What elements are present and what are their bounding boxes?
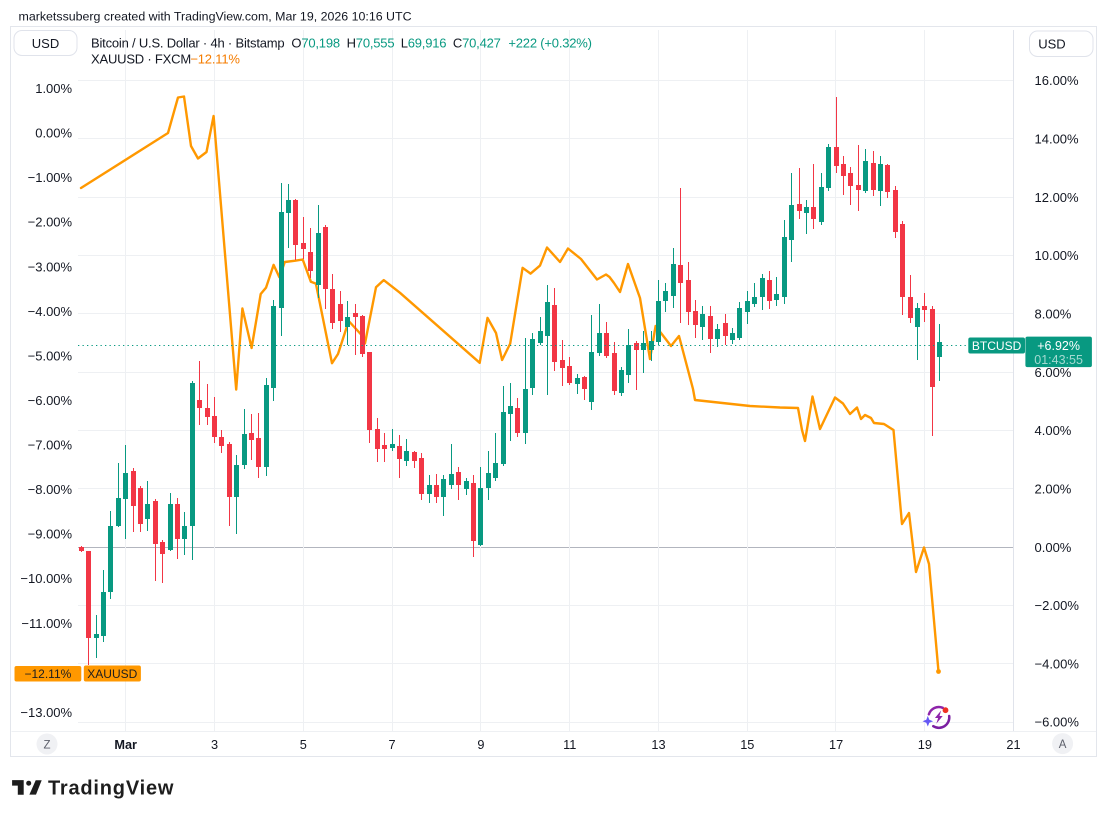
svg-text:−4.00%: −4.00% — [28, 304, 73, 319]
svg-text:−2.00%: −2.00% — [1035, 598, 1080, 613]
svg-text:2.00%: 2.00% — [1035, 481, 1072, 496]
svg-text:O70,198: O70,198 — [291, 35, 339, 50]
svg-text:BTCUSD: BTCUSD — [972, 339, 1022, 353]
svg-text:−12.11%: −12.11% — [190, 51, 240, 66]
svg-text:16.00%: 16.00% — [1035, 73, 1080, 88]
svg-text:USD: USD — [32, 36, 59, 51]
svg-text:XAUUSD: XAUUSD — [87, 667, 137, 681]
svg-text:−2.00%: −2.00% — [28, 215, 73, 230]
svg-text:4.00%: 4.00% — [1035, 423, 1072, 438]
svg-text:0.00%: 0.00% — [1035, 540, 1072, 555]
svg-text:Mar: Mar — [114, 737, 137, 752]
svg-text:0.00%: 0.00% — [35, 126, 72, 141]
svg-text:−13.00%: −13.00% — [20, 705, 72, 720]
svg-text:−5.00%: −5.00% — [28, 348, 73, 363]
svg-text:Z: Z — [43, 739, 50, 751]
svg-text:A: A — [1059, 739, 1067, 751]
svg-text:3: 3 — [211, 737, 218, 752]
svg-text:5: 5 — [300, 737, 307, 752]
svg-text:−1.00%: −1.00% — [28, 170, 73, 185]
svg-text:15: 15 — [740, 737, 754, 752]
svg-text:H70,555: H70,555 — [347, 35, 395, 50]
svg-text:9: 9 — [477, 737, 484, 752]
svg-text:−8.00%: −8.00% — [28, 482, 73, 497]
svg-text:17: 17 — [829, 737, 843, 752]
svg-text:Bitcoin / U.S. Dollar · 4h · B: Bitcoin / U.S. Dollar · 4h · Bitstamp — [91, 35, 284, 50]
svg-text:USD: USD — [1038, 36, 1065, 51]
svg-text:marketssuberg created with Tra: marketssuberg created with TradingView.c… — [19, 10, 412, 24]
svg-text:−10.00%: −10.00% — [20, 571, 72, 586]
svg-text:1.00%: 1.00% — [35, 81, 72, 96]
svg-text:C70,427: C70,427 — [453, 35, 501, 50]
svg-text:14.00%: 14.00% — [1035, 132, 1080, 147]
svg-text:8.00%: 8.00% — [1035, 307, 1072, 322]
svg-text:21: 21 — [1006, 737, 1020, 752]
svg-text:10.00%: 10.00% — [1035, 248, 1080, 263]
svg-text:13: 13 — [651, 737, 665, 752]
svg-text:+222 (+0.32%): +222 (+0.32%) — [508, 35, 591, 50]
svg-text:19: 19 — [918, 737, 932, 752]
svg-text:−12.11%: −12.11% — [24, 667, 71, 681]
svg-text:7: 7 — [389, 737, 396, 752]
svg-text:+6.92%: +6.92% — [1037, 339, 1080, 353]
svg-text:L69,916: L69,916 — [401, 35, 447, 50]
svg-text:−6.00%: −6.00% — [1035, 715, 1080, 730]
svg-text:XAUUSD · FXCM: XAUUSD · FXCM — [91, 51, 191, 66]
svg-text:−9.00%: −9.00% — [28, 527, 73, 542]
svg-text:TradingView: TradingView — [48, 777, 174, 799]
svg-text:12.00%: 12.00% — [1035, 190, 1080, 205]
svg-text:−11.00%: −11.00% — [21, 616, 72, 631]
svg-text:−4.00%: −4.00% — [1035, 656, 1080, 671]
svg-text:−6.00%: −6.00% — [28, 393, 73, 408]
svg-text:6.00%: 6.00% — [1035, 365, 1072, 380]
svg-text:−3.00%: −3.00% — [28, 259, 73, 274]
svg-text:11: 11 — [563, 737, 576, 752]
svg-text:−7.00%: −7.00% — [28, 438, 73, 453]
svg-text:01:43:55: 01:43:55 — [1034, 353, 1083, 367]
